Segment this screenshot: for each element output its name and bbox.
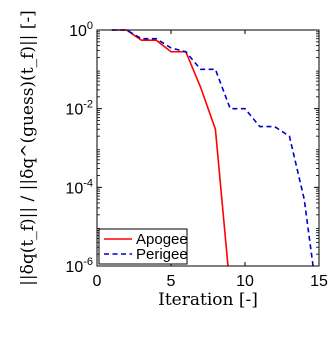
x-tick-label: 5 xyxy=(167,273,176,290)
legend-label-perigee: Perigee xyxy=(136,246,188,263)
axes-layer: 0 5 10 15 10-6 10-4 10-2 100 xyxy=(65,20,328,290)
y-tick-label: 10-4 xyxy=(65,177,93,197)
x-axis-label: Iteration [-] xyxy=(158,290,258,310)
legend-label-apogee: Apogee xyxy=(136,231,188,248)
plot-background xyxy=(97,30,319,266)
axes-box xyxy=(96,29,320,267)
x-tick-label: 0 xyxy=(93,273,102,290)
y-tick-label: 10-2 xyxy=(65,99,93,119)
x-tick-label: 10 xyxy=(236,273,254,290)
series-line-perigee xyxy=(111,29,314,267)
plot-area xyxy=(97,30,319,266)
y-tick-label: 10-6 xyxy=(65,256,93,276)
legend-box xyxy=(98,228,188,265)
y-tick-label: 100 xyxy=(69,20,93,40)
series-layer xyxy=(111,29,314,267)
y-axis-label: ||δq(t_f)|| / ||δq^(guess)(t_f)|| [-] xyxy=(18,10,38,286)
x-tick-label: 15 xyxy=(310,273,328,290)
